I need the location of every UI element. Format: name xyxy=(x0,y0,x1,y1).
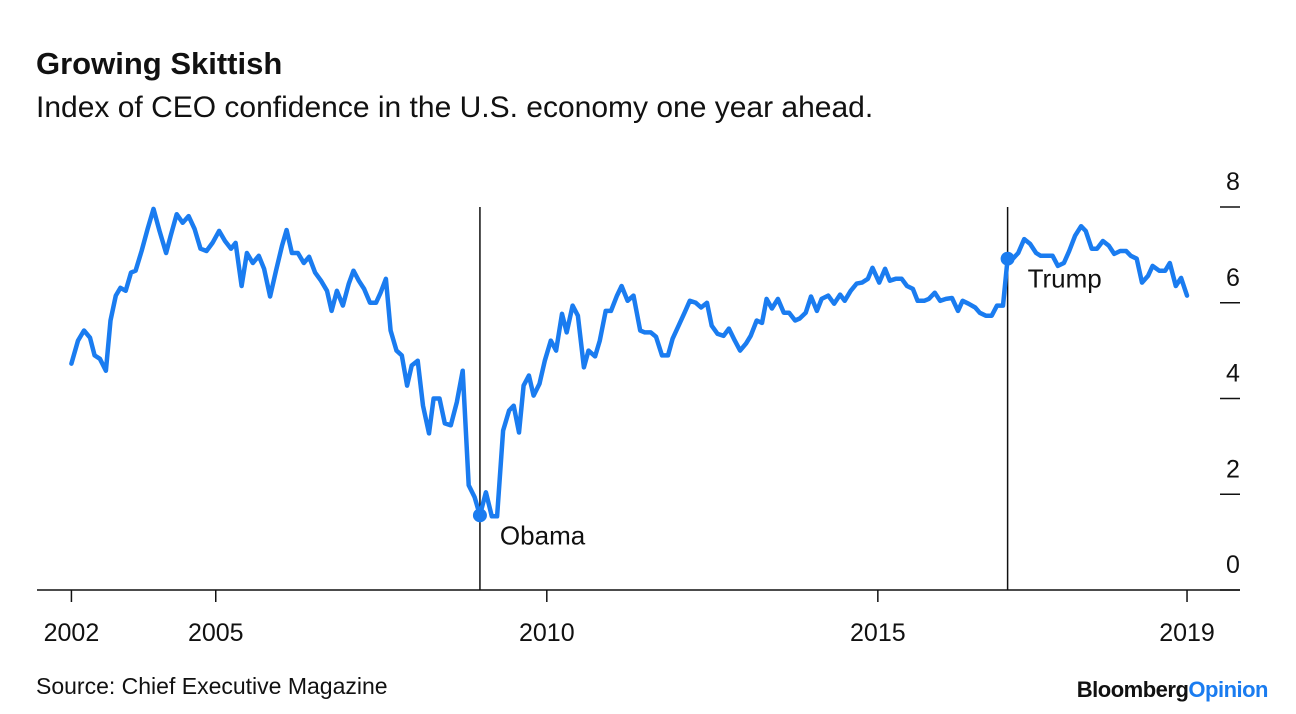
y-tick-label: 8 xyxy=(1226,168,1240,196)
annotation-label: Obama xyxy=(500,520,586,550)
annotation-label: Trump xyxy=(1028,264,1102,294)
y-tick-label: 6 xyxy=(1226,264,1240,292)
x-tick-label: 2005 xyxy=(188,619,244,647)
x-tick-label: 2019 xyxy=(1159,619,1215,647)
logo: BloombergOpinion xyxy=(1077,677,1268,702)
chart-title: Growing Skittish xyxy=(36,46,282,81)
source: Source: Chief Executive Magazine xyxy=(36,673,388,699)
x-tick-label: 2010 xyxy=(519,619,575,647)
x-tick-label: 2002 xyxy=(44,619,100,647)
series-line xyxy=(69,206,1190,519)
chart-subtitle: Index of CEO confidence in the U.S. econ… xyxy=(36,91,873,124)
y-tick-label: 2 xyxy=(1226,455,1240,483)
annotation-dot xyxy=(472,508,487,523)
y-tick-label: 0 xyxy=(1226,551,1240,579)
y-tick-label: 4 xyxy=(1226,360,1240,388)
logo-right: Opinion xyxy=(1188,677,1268,702)
annotation-dot xyxy=(1000,251,1015,266)
x-tick-label: 2015 xyxy=(850,619,906,647)
logo-left: Bloomberg xyxy=(1077,677,1189,702)
